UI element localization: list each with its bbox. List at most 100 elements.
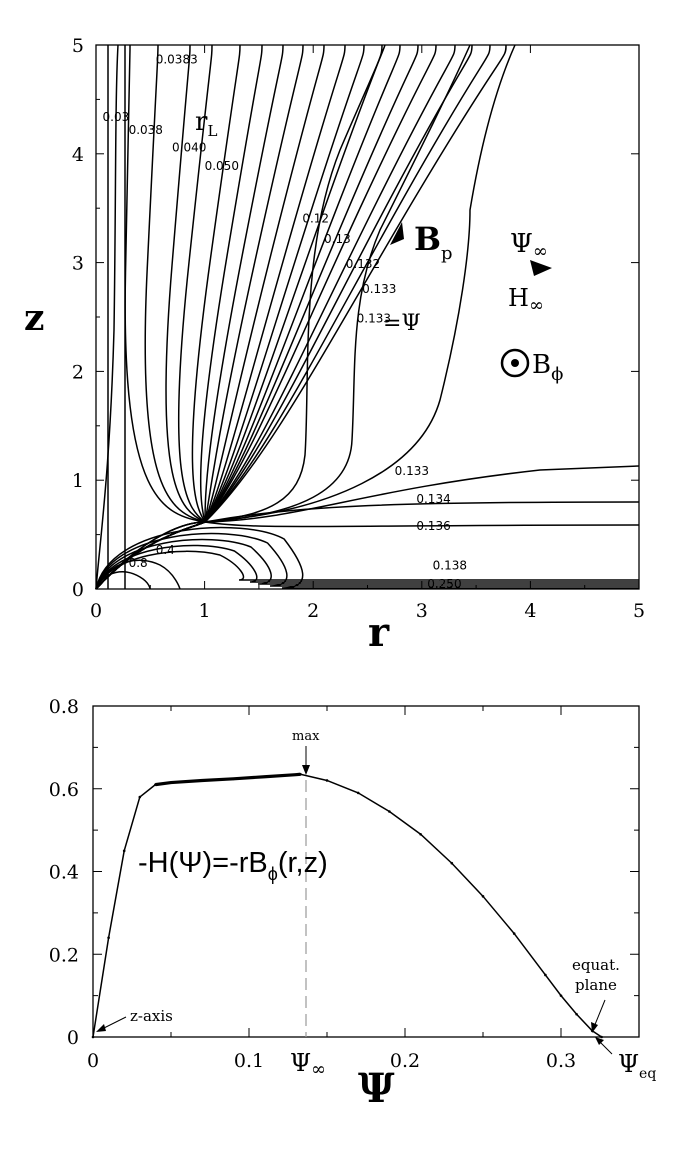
contour-label: 0.038 [129, 123, 163, 137]
top-ytick-label: 0 [72, 579, 84, 601]
data-point [600, 1035, 603, 1039]
bottom-xtick-label: 0.2 [390, 1050, 420, 1072]
h-inf-label: H∞ [508, 284, 544, 316]
data-point [91, 1035, 95, 1039]
contour-labels: 0.0383 0.030.038 0.040 0.050 0.12 0.13 0.132 0.… [103, 52, 468, 590]
data-point [200, 779, 204, 782]
series-line [92, 773, 602, 1038]
bottom-ytick-label: 0.4 [49, 862, 79, 884]
top-xtick-label: 1 [199, 600, 211, 622]
data-point [169, 781, 173, 784]
contour-label: 0.4 [156, 543, 175, 557]
field-line [95, 550, 639, 590]
field-line [204, 465, 640, 523]
data-point [450, 861, 454, 865]
psi-eq-arrowhead [595, 1037, 604, 1045]
data-point [299, 772, 302, 776]
psi-eq-label: Ψeq [618, 1050, 656, 1082]
out-of-page-dot [511, 359, 519, 367]
bottom-xtick-label: 0 [87, 1050, 99, 1072]
top-xtick-label: 4 [524, 600, 536, 622]
top-ticks [95, 44, 640, 590]
data-point [107, 936, 110, 939]
field-line [95, 532, 639, 590]
contour-label: 0.133 [357, 311, 391, 325]
data-point [512, 932, 516, 935]
contour-label: 0.138 [433, 558, 467, 572]
max-arrowhead [302, 765, 310, 775]
field-line [95, 44, 516, 590]
top-ytick-label: 4 [72, 144, 84, 166]
contour-label: 0.12 [302, 211, 329, 225]
data-point [122, 849, 126, 853]
data-point [356, 791, 360, 795]
top-ytick-label: 2 [72, 361, 84, 383]
bp-arrowhead [390, 222, 404, 245]
bottom-xtick-label: 0.1 [234, 1050, 264, 1072]
contour-label: 0.0383 [156, 52, 198, 66]
bottom-ytick-label: 0 [67, 1027, 79, 1049]
rL-label: rL [195, 107, 217, 140]
data-point [232, 777, 235, 781]
contour-label: 0.040 [172, 141, 206, 155]
top-ytick-label: 1 [72, 470, 84, 492]
bottom-panel: 0 0.1 0.2 0.3 0 0.2 0.4 0.6 0.8 Ψ -H(Ψ)=-rBϕ(r,z… [49, 696, 657, 1112]
data-point [294, 773, 298, 776]
field-line [95, 544, 639, 590]
data-point [419, 832, 422, 836]
field-line [95, 44, 263, 590]
field-line [95, 538, 639, 590]
top-xlabel: r [368, 609, 390, 656]
top-xtick-label: 0 [90, 600, 102, 622]
field-line-contours [95, 44, 640, 590]
data-point [388, 810, 391, 813]
top-ytick-label: 3 [72, 253, 84, 275]
top-ytick-label: 5 [72, 35, 84, 57]
contour-label: 0.136 [416, 519, 450, 533]
bottom-ticks [92, 705, 639, 1038]
top-xtick-label: 2 [307, 600, 319, 622]
contour-label: 0.134 [416, 492, 450, 506]
field-line [95, 44, 507, 590]
contour-label: 0.133 [362, 282, 396, 296]
data-point [575, 1012, 578, 1016]
bottom-xtick-label: 0.3 [546, 1050, 576, 1072]
psi-inf-label: Ψ∞ [510, 229, 548, 262]
field-arrowhead [530, 260, 552, 276]
data-point [263, 775, 266, 779]
field-line [204, 501, 640, 523]
top-ylabel: z [24, 297, 44, 339]
top-tick-labels: 0 1 2 3 4 5 0 1 2 3 4 5 [72, 35, 645, 622]
field-line [95, 526, 639, 590]
h-psi-curve [91, 772, 603, 1039]
equat-arrow-shaft [593, 999, 606, 1028]
plane-label: plane [575, 976, 617, 994]
contour-label: 0.03 [103, 110, 130, 124]
bottom-xlabel: Ψ [358, 1065, 395, 1112]
contour-label: 0.250 [427, 577, 461, 591]
z-axis-label: z-axis [130, 1007, 173, 1025]
z-axis-arrowhead [96, 1024, 106, 1032]
bphi-label: Bϕ [532, 350, 563, 385]
contour-label: 0.050 [205, 159, 239, 173]
contour-label: 0.133 [395, 464, 429, 478]
equat-label: equat. [572, 956, 620, 974]
contour-label: 0.13 [324, 232, 351, 246]
data-point [559, 994, 563, 997]
h-formula: -H(Ψ)=-rBϕ(r,z) [138, 847, 328, 884]
bottom-ytick-label: 0.8 [49, 696, 79, 718]
contour-label: 0.132 [346, 257, 380, 271]
bp-label: Bp [414, 220, 453, 264]
series-line-bold [155, 772, 301, 787]
data-point [544, 973, 547, 977]
field-line [95, 571, 151, 590]
bottom-ytick-label: 0.2 [49, 944, 79, 966]
bottom-ytick-label: 0.6 [49, 779, 79, 801]
max-label: max [292, 729, 320, 744]
data-point [138, 795, 142, 799]
field-line [95, 44, 119, 590]
field-line [95, 559, 181, 590]
out-of-page-symbol [500, 348, 530, 378]
